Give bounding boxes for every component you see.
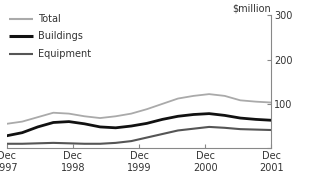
Text: $million: $million bbox=[233, 4, 271, 14]
Text: Buildings: Buildings bbox=[38, 32, 83, 41]
Text: Equipment: Equipment bbox=[38, 49, 91, 59]
Text: Total: Total bbox=[38, 14, 61, 24]
